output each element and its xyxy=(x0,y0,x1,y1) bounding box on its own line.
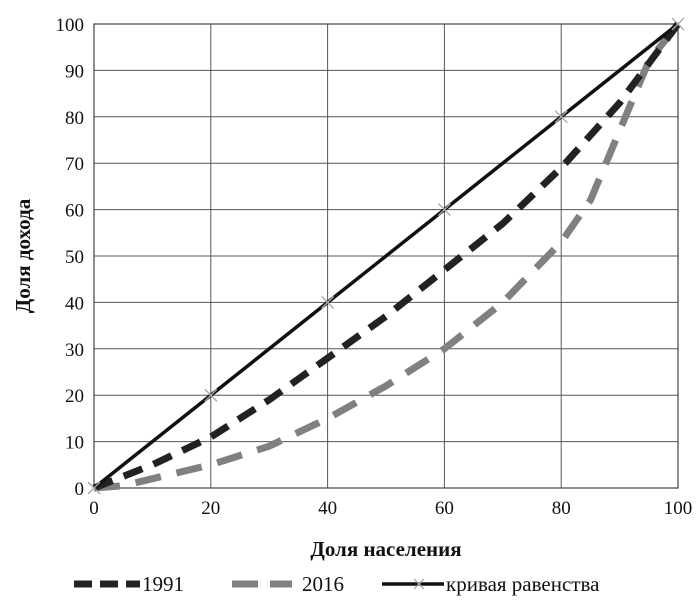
y-tick-label: 80 xyxy=(65,108,84,129)
plot-border xyxy=(93,23,679,489)
legend-label: 2016 xyxy=(302,572,344,596)
legend-item: кривая равенства xyxy=(382,572,600,596)
series-layer xyxy=(87,17,685,495)
series-line xyxy=(93,21,681,492)
x-tick-label: 40 xyxy=(318,498,337,519)
legend: 1991 2016 кривая равенства xyxy=(74,572,600,596)
legend-item: 1991 xyxy=(74,572,184,596)
y-tick-label: 90 xyxy=(65,61,84,82)
equality-marker xyxy=(204,388,218,402)
equality-marker xyxy=(437,203,451,217)
y-tick-label: 70 xyxy=(65,154,84,175)
equality-marker xyxy=(321,295,335,309)
x-tick-label: 80 xyxy=(552,498,571,519)
y-tick-label: 10 xyxy=(65,433,84,454)
plot-frame xyxy=(93,23,679,489)
legend-label: 1991 xyxy=(142,572,184,596)
x-tick-label: 20 xyxy=(201,498,220,519)
y-tick-label: 60 xyxy=(65,201,84,222)
x-tick-label: 60 xyxy=(435,498,454,519)
x-axis-title: Доля населения xyxy=(310,537,461,561)
x-tick-label: 0 xyxy=(89,498,99,519)
y-tick-label: 30 xyxy=(65,340,84,361)
equality-marker xyxy=(671,17,685,31)
legend-marker xyxy=(413,578,425,590)
tick-labels: 0 10 20 30 40 50 60 70 80 90 100 0 20 40 60 80 100 xyxy=(56,15,693,519)
y-tick-label: 50 xyxy=(65,247,84,268)
y-axis-title: Доля дохода xyxy=(11,198,35,313)
equality-marker xyxy=(87,481,101,495)
equality-marker xyxy=(554,110,568,124)
series-line xyxy=(92,22,680,490)
y-tick-label: 100 xyxy=(56,15,85,36)
legend-label: кривая равенства xyxy=(446,572,600,596)
series-line xyxy=(92,21,681,492)
y-tick-label: 20 xyxy=(65,386,84,407)
y-tick-label: 40 xyxy=(65,293,84,314)
legend-item: 2016 xyxy=(232,572,344,596)
x-tick-label: 100 xyxy=(664,498,693,519)
y-tick-label: 0 xyxy=(75,479,85,500)
